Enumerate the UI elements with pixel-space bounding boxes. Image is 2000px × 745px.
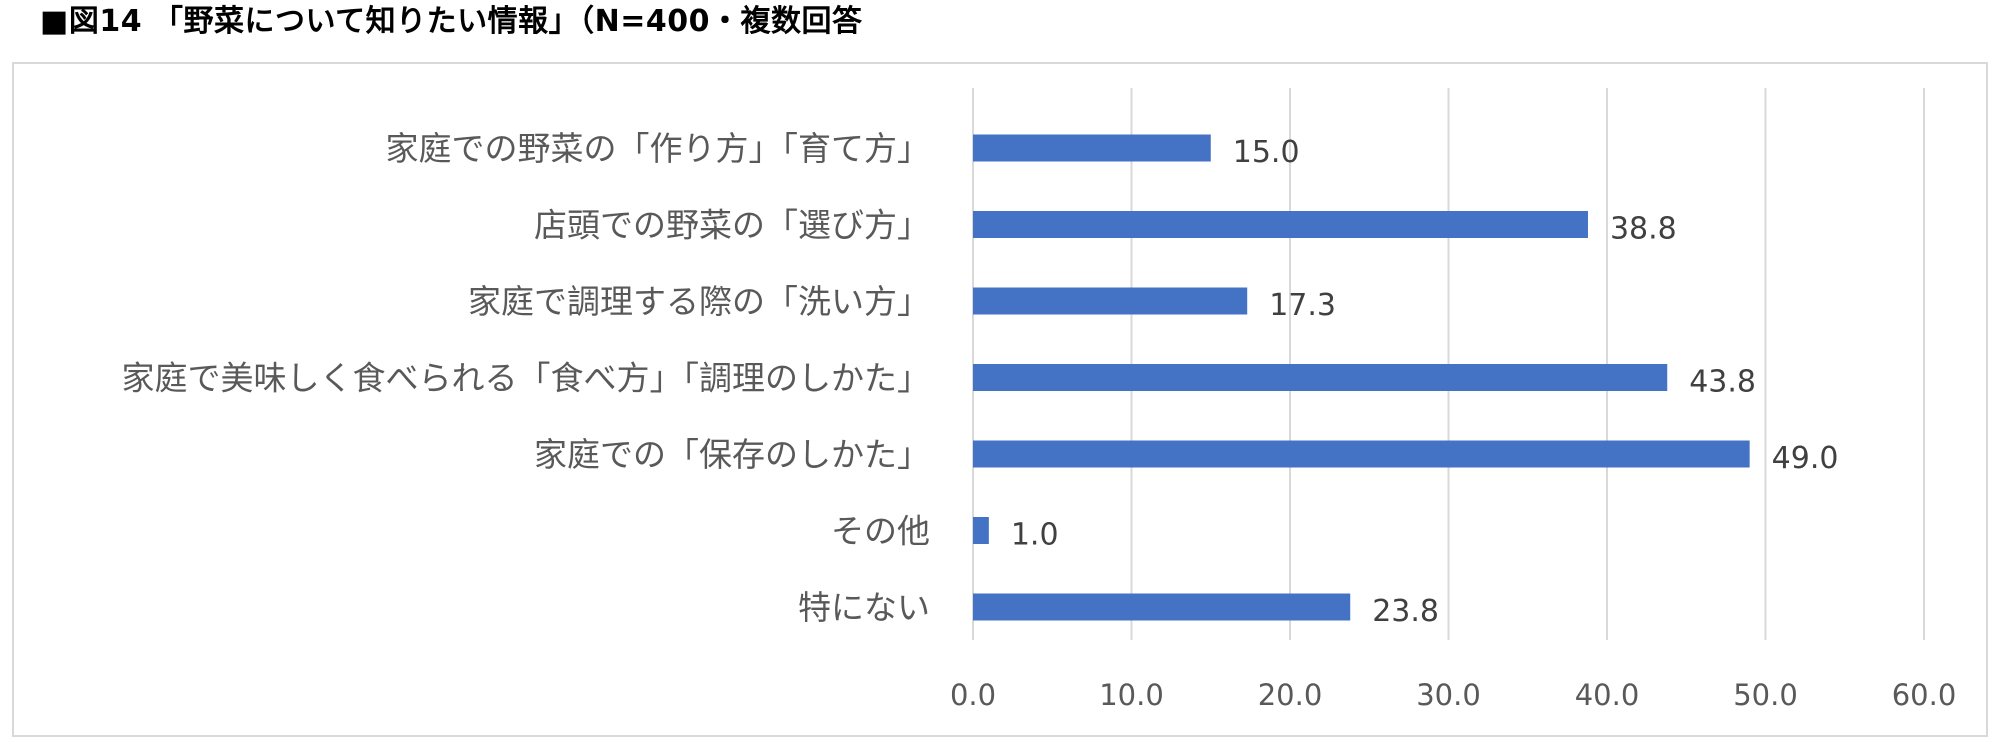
category-label: 家庭で美味しく食べられる「食べ方」「調理のしかた」 xyxy=(122,359,931,398)
value-labels: 15.0 38.8 17.3 43.8 49.0 1.0 23.8 xyxy=(1011,135,1839,629)
category-label: 家庭での野菜の「作り方」「育て方」 xyxy=(386,129,931,168)
chart-title: ■図14 「野菜について知りたい情報」（N=400・複数回答 xyxy=(40,4,863,39)
x-tick-label: 40.0 xyxy=(1575,678,1640,712)
value-label: 15.0 xyxy=(1233,135,1300,170)
bar xyxy=(973,593,1351,621)
x-tick-label: 10.0 xyxy=(1099,678,1164,712)
x-tick-label: 30.0 xyxy=(1416,678,1481,712)
value-label: 38.8 xyxy=(1610,212,1677,247)
value-label: 1.0 xyxy=(1011,518,1059,553)
x-tick-label: 20.0 xyxy=(1258,678,1323,712)
x-axis-tick-labels: 0.0 10.0 20.0 30.0 40.0 50.0 60.0 xyxy=(950,678,1956,712)
value-label: 43.8 xyxy=(1689,365,1756,400)
bar xyxy=(973,211,1588,238)
category-label: 店頭での野菜の「選び方」 xyxy=(534,206,930,245)
category-label: その他 xyxy=(831,512,930,551)
x-tick-label: 60.0 xyxy=(1892,678,1957,712)
value-label: 23.8 xyxy=(1372,594,1439,629)
bars xyxy=(973,134,1750,621)
bar xyxy=(973,287,1248,315)
x-tick-label: 50.0 xyxy=(1733,678,1798,712)
category-label: 家庭で調理する際の「洗い方」 xyxy=(468,282,930,321)
bar xyxy=(973,440,1750,468)
chart-area xyxy=(12,62,1988,737)
x-tick-label: 0.0 xyxy=(950,678,996,712)
bar xyxy=(973,517,989,544)
value-label: 17.3 xyxy=(1269,288,1336,323)
bar xyxy=(973,364,1668,391)
category-label: 特にない xyxy=(798,588,930,627)
bar xyxy=(973,134,1211,162)
category-label: 家庭での「保存のしかた」 xyxy=(534,435,930,474)
category-labels: 家庭での野菜の「作り方」「育て方」店頭での野菜の「選び方」家庭で調理する際の「洗… xyxy=(122,129,931,627)
value-label: 49.0 xyxy=(1772,441,1839,476)
